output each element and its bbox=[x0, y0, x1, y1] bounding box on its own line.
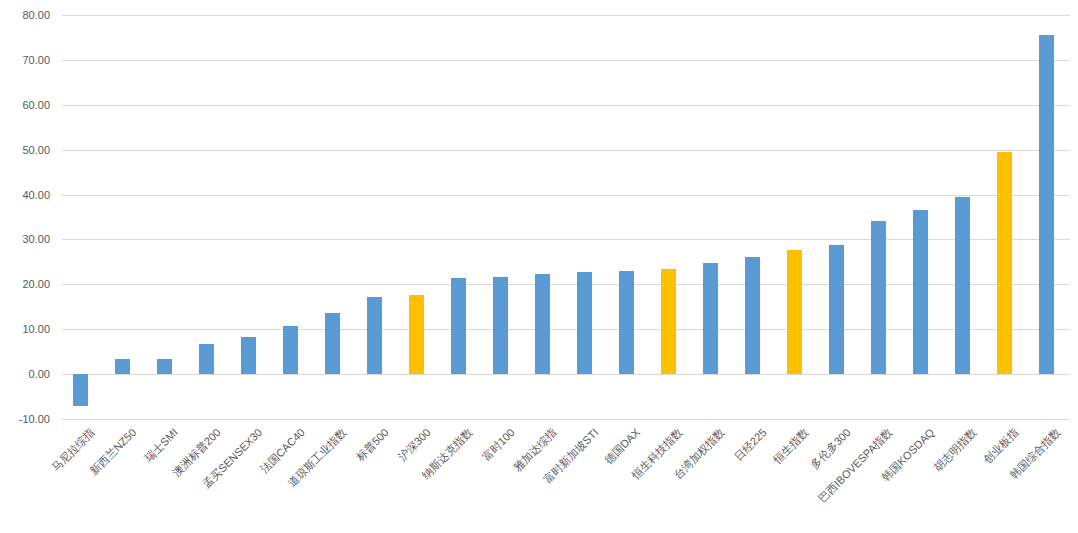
bar bbox=[409, 295, 424, 374]
y-axis-tick-label: 70.00 bbox=[0, 54, 50, 66]
bar bbox=[997, 152, 1012, 374]
bar bbox=[325, 313, 340, 374]
y-axis-tick-label: 80.00 bbox=[0, 9, 50, 21]
bar bbox=[829, 245, 844, 374]
y-axis-tick-label: 10.00 bbox=[0, 323, 50, 335]
bar bbox=[535, 274, 550, 374]
bar bbox=[703, 263, 718, 374]
bar bbox=[493, 277, 508, 374]
bar bbox=[451, 278, 466, 374]
x-axis-category-label: 德国DAX bbox=[602, 426, 643, 467]
y-axis-tick-label: 30.00 bbox=[0, 233, 50, 245]
x-axis-category-label: 胡志明指数 bbox=[931, 426, 979, 474]
bar bbox=[745, 257, 760, 374]
bar bbox=[73, 374, 88, 406]
x-axis-category-label: 恒生指数 bbox=[771, 426, 811, 466]
bar bbox=[283, 326, 298, 374]
y-gridline bbox=[62, 60, 1070, 61]
y-gridline bbox=[62, 15, 1070, 16]
stock-index-bar-chart: 80.00 70.00 60.00 50.00 40.00 30.00 20.00 10.00… bbox=[0, 0, 1078, 533]
bar bbox=[199, 344, 214, 375]
y-gridline bbox=[62, 419, 1070, 420]
y-gridline bbox=[62, 374, 1070, 375]
x-axis-category-label: 巴西IBOVESPA指数 bbox=[816, 426, 895, 505]
bar bbox=[115, 359, 130, 374]
y-gridline bbox=[62, 150, 1070, 151]
y-axis-tick-label: 60.00 bbox=[0, 99, 50, 111]
bar bbox=[787, 250, 802, 374]
y-axis-tick-label: 0.00 bbox=[0, 368, 50, 380]
x-axis-category-label: 瑞士SMI bbox=[143, 426, 182, 465]
bar bbox=[157, 359, 172, 374]
y-axis-tick-label: 20.00 bbox=[0, 278, 50, 290]
x-axis-category-label: 富时100 bbox=[479, 426, 517, 464]
bar bbox=[661, 269, 676, 374]
x-axis-category-label: 沪深300 bbox=[395, 426, 433, 464]
bar bbox=[577, 272, 592, 374]
bar bbox=[367, 297, 382, 374]
x-axis-category-label: 日经225 bbox=[731, 426, 769, 464]
y-axis-tick-label: 50.00 bbox=[0, 144, 50, 156]
bar bbox=[619, 271, 634, 374]
bar bbox=[1039, 35, 1054, 374]
y-gridline bbox=[62, 195, 1070, 196]
y-gridline bbox=[62, 105, 1070, 106]
x-axis-category-label: 标普500 bbox=[353, 426, 391, 464]
bar bbox=[241, 337, 256, 374]
bar bbox=[955, 197, 970, 374]
bar bbox=[913, 210, 928, 374]
x-axis-category-label: 创业板指 bbox=[981, 426, 1021, 466]
bar bbox=[871, 221, 886, 374]
y-axis-tick-label: 40.00 bbox=[0, 189, 50, 201]
y-axis-tick-label: -10.00 bbox=[0, 413, 50, 425]
